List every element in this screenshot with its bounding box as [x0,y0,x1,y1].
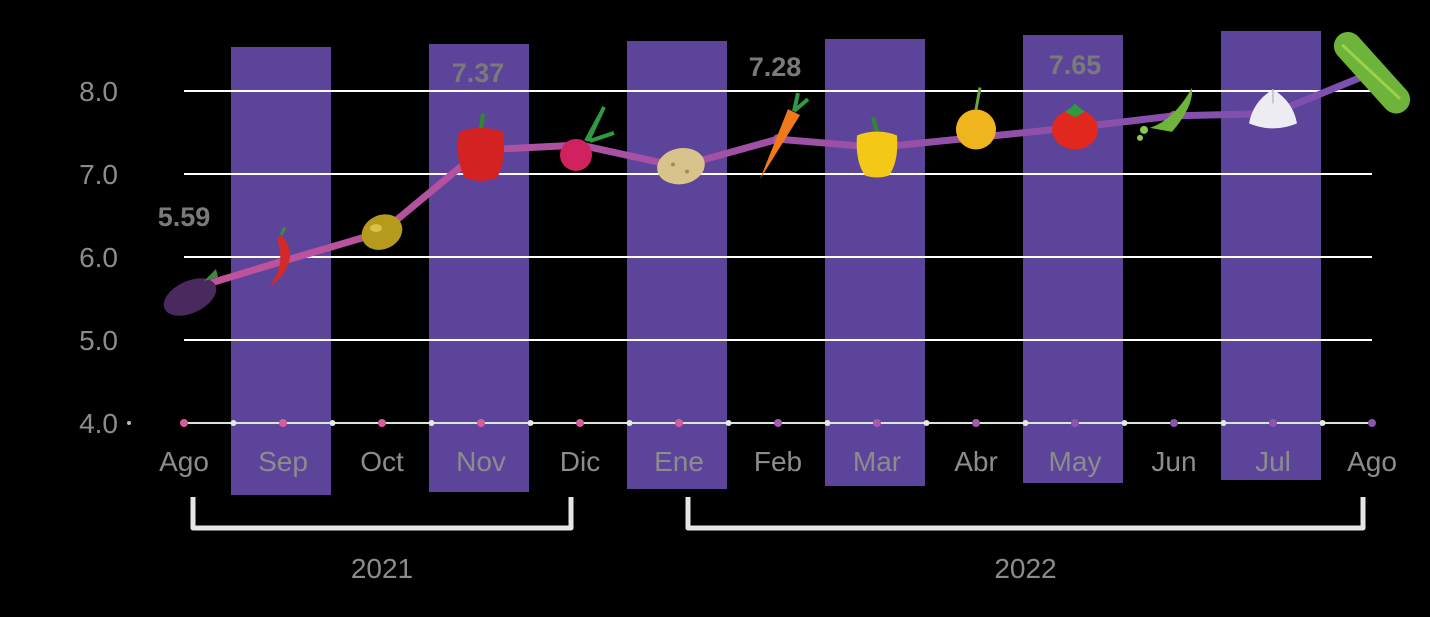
y-tick-label: 4.0 [79,408,118,439]
x-minor-dot [824,420,831,426]
data-label: 7.37 [452,58,505,88]
onion-body [956,109,996,150]
x-tick-label: Feb [754,446,802,477]
potato-icon [657,147,705,185]
x-tick-dot [675,419,683,427]
y-tick-label: 5.0 [79,325,118,356]
pea-pod [1150,87,1193,132]
y-axis-dot [127,421,131,425]
potato-eye [685,169,689,174]
x-tick-dot [477,419,485,427]
highlight-column [429,44,529,492]
radish-leaves [584,106,615,143]
x-tick-dot [1071,419,1079,427]
y-tick-label: 7.0 [79,159,118,190]
chili-body [269,235,291,288]
carrot-icon [760,92,810,180]
x-minor-dot [230,420,237,426]
eggplant-stem [204,269,218,282]
x-tick-label: Ene [654,446,704,477]
cucumber-icon [1333,31,1411,114]
garlic-icon [1249,89,1297,129]
red-pepper-icon [457,113,505,181]
x-minor-dot [527,420,534,426]
carrot-leaves [792,92,810,113]
x-minor-dot [1319,420,1326,426]
x-tick-label: Nov [456,446,506,477]
highlight-column [825,39,925,486]
onion-sprout [974,87,982,110]
x-tick-label: Ago [159,446,209,477]
year-bracket [190,497,574,531]
x-tick-label: Mar [853,446,901,477]
cucumber-stripe [1340,43,1402,100]
x-minor-dot [428,420,435,426]
onion-icon [956,87,996,150]
x-tick-dot [1170,419,1178,427]
tomato-leaves [1065,103,1085,118]
x-tick-dot [180,419,188,427]
x-tick-label: Abr [954,446,998,477]
x-minor-dot [923,420,930,426]
x-tick-dot [774,419,782,427]
pea-pod-icon [1137,87,1193,141]
x-minor-dot [1022,420,1029,426]
data-label: 5.59 [158,202,211,232]
x-tick-dot [576,419,584,427]
potato-eye [671,162,675,167]
x-tick-dot [972,419,980,427]
x-tick-label: Sep [258,446,308,477]
x-minor-dot [626,420,633,426]
data-label: 7.28 [749,52,802,82]
chili-stem [279,226,287,236]
data-line [180,69,1376,295]
highlight-column [627,41,727,489]
pepper-stem [871,116,879,132]
radish-icon [560,106,615,171]
year-label: 2021 [351,553,413,584]
x-tick-dot [378,419,386,427]
x-tick-label: Jun [1151,446,1196,477]
x-minor-dot [1121,420,1128,426]
x-minor-dot [725,420,732,426]
year-label: 2022 [994,553,1056,584]
x-tick-label: May [1049,446,1102,477]
x-tick-label: Dic [560,446,600,477]
x-tick-label: Oct [360,446,404,477]
radish-body [560,138,592,171]
olive-shine [370,224,382,233]
x-tick-dot [1269,419,1277,427]
potato-body [657,147,705,185]
pepper-body [457,127,505,181]
carrot-body [760,109,800,180]
x-tick-dot [1368,419,1376,427]
x-minor-dot [329,420,336,426]
data-label: 7.65 [1049,50,1102,80]
eggplant-body [163,278,217,316]
highlight-column [1023,35,1123,483]
olive-body [361,214,403,250]
x-tick-label: Jul [1255,446,1291,477]
tomato-icon [1052,103,1098,150]
x-minor-dot [1220,420,1227,426]
x-tick-dot [873,419,881,427]
pea [1140,125,1148,134]
eggplant-icon [163,269,218,316]
pepper-body [856,131,898,178]
olive-icon [361,214,403,250]
y-tick-label: 8.0 [79,76,118,107]
yellow-pepper-icon [856,116,898,178]
garlic-body [1249,89,1297,129]
tomato-body [1052,109,1098,150]
pepper-stem [479,113,485,129]
y-tick-label: 6.0 [79,242,118,273]
chili-icon [269,226,291,288]
year-bracket [685,497,1366,531]
pea [1137,134,1143,141]
x-tick-label: Ago [1347,446,1397,477]
x-tick-dot [279,419,287,427]
